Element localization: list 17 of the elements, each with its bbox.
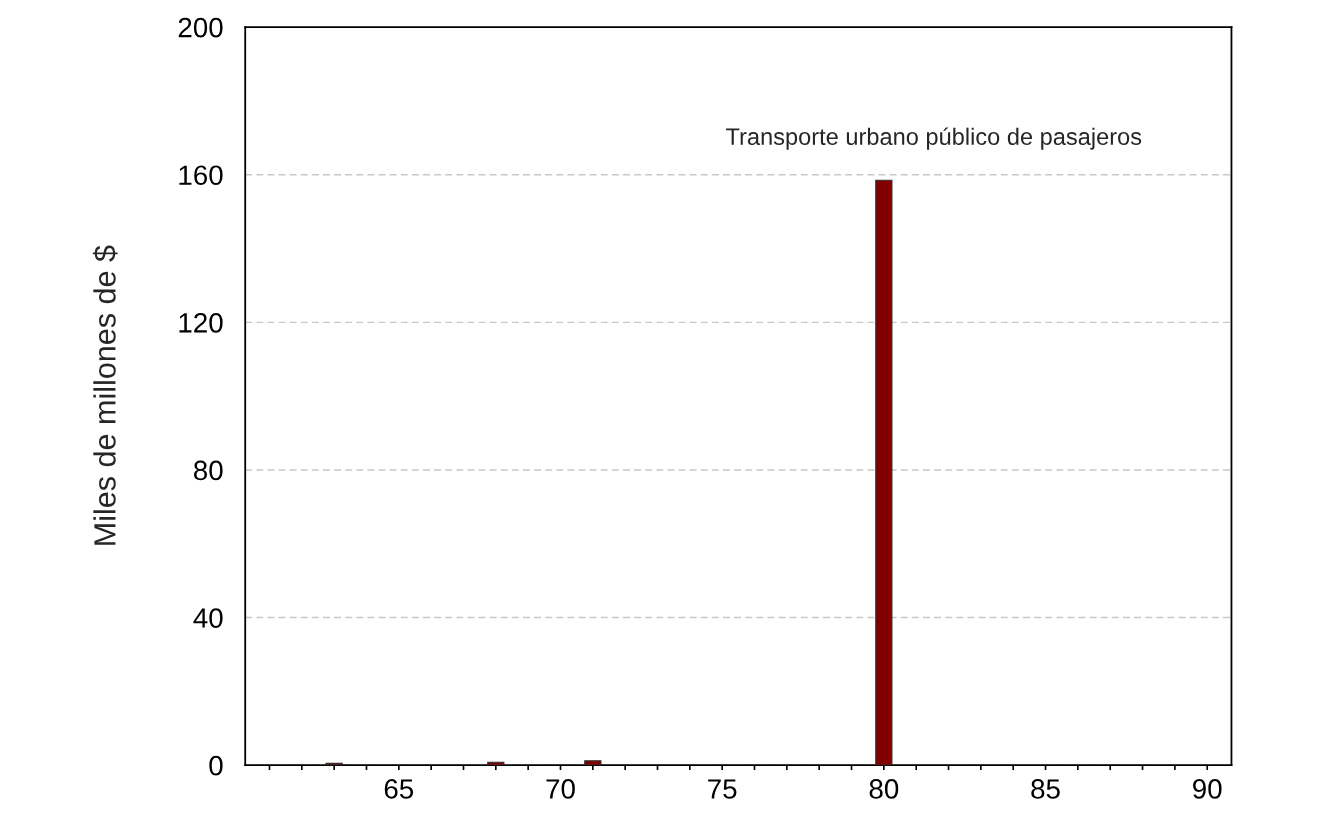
- annotation: Transporte urbano público de pasajeros: [726, 127, 1142, 150]
- x-tick-label: 80: [869, 779, 899, 799]
- y-tick-label: 0: [209, 755, 223, 776]
- x-tick-label: 90: [1193, 779, 1222, 799]
- bar: [584, 760, 602, 766]
- y-tick-label: 160: [179, 165, 223, 186]
- x-tick-label: 75: [708, 779, 737, 799]
- bar: [875, 179, 893, 766]
- bar: [487, 761, 505, 766]
- x-tick-label: 70: [546, 779, 575, 799]
- y-axis-title: Miles de millones de $: [92, 245, 118, 545]
- x-tick-label: 85: [1031, 779, 1060, 799]
- y-tick-label: 80: [194, 460, 223, 481]
- y-tick-label: 40: [193, 608, 223, 628]
- y-tick-label: 200: [178, 17, 223, 38]
- y-tick-label: 120: [179, 312, 223, 333]
- x-tick-label: 65: [384, 779, 414, 799]
